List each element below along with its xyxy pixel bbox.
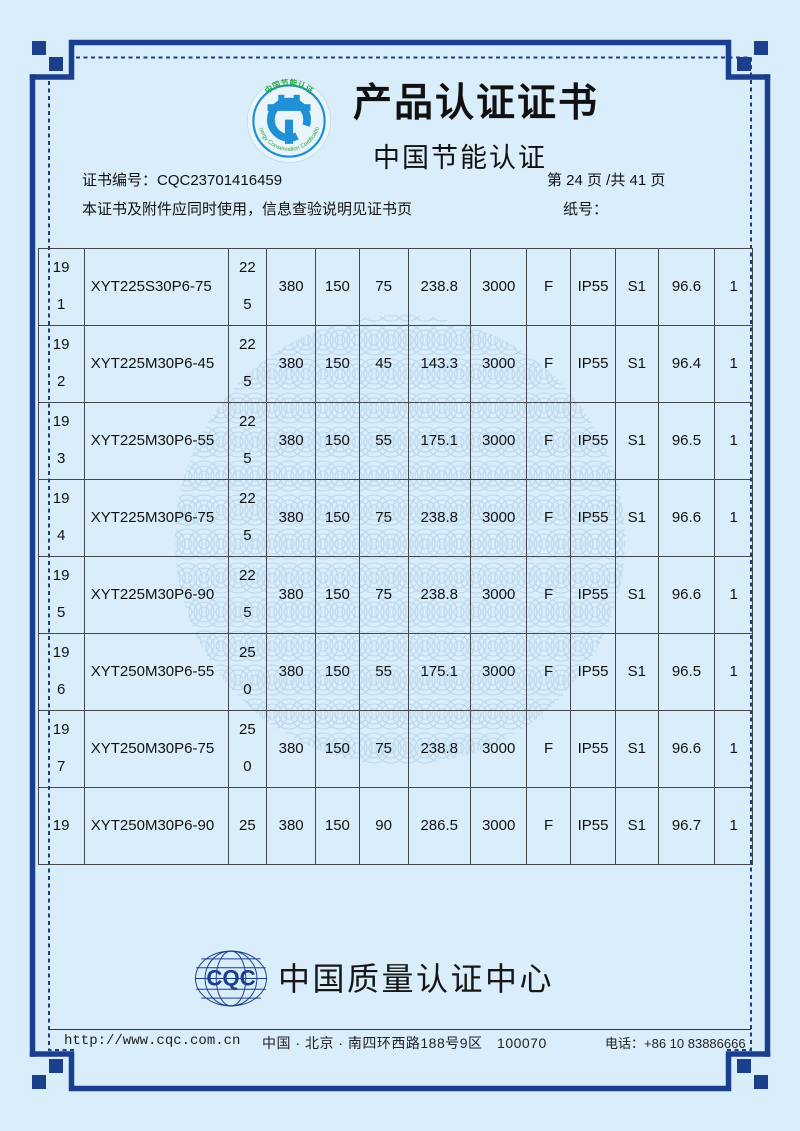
- svg-text:CQC: CQC: [206, 966, 255, 991]
